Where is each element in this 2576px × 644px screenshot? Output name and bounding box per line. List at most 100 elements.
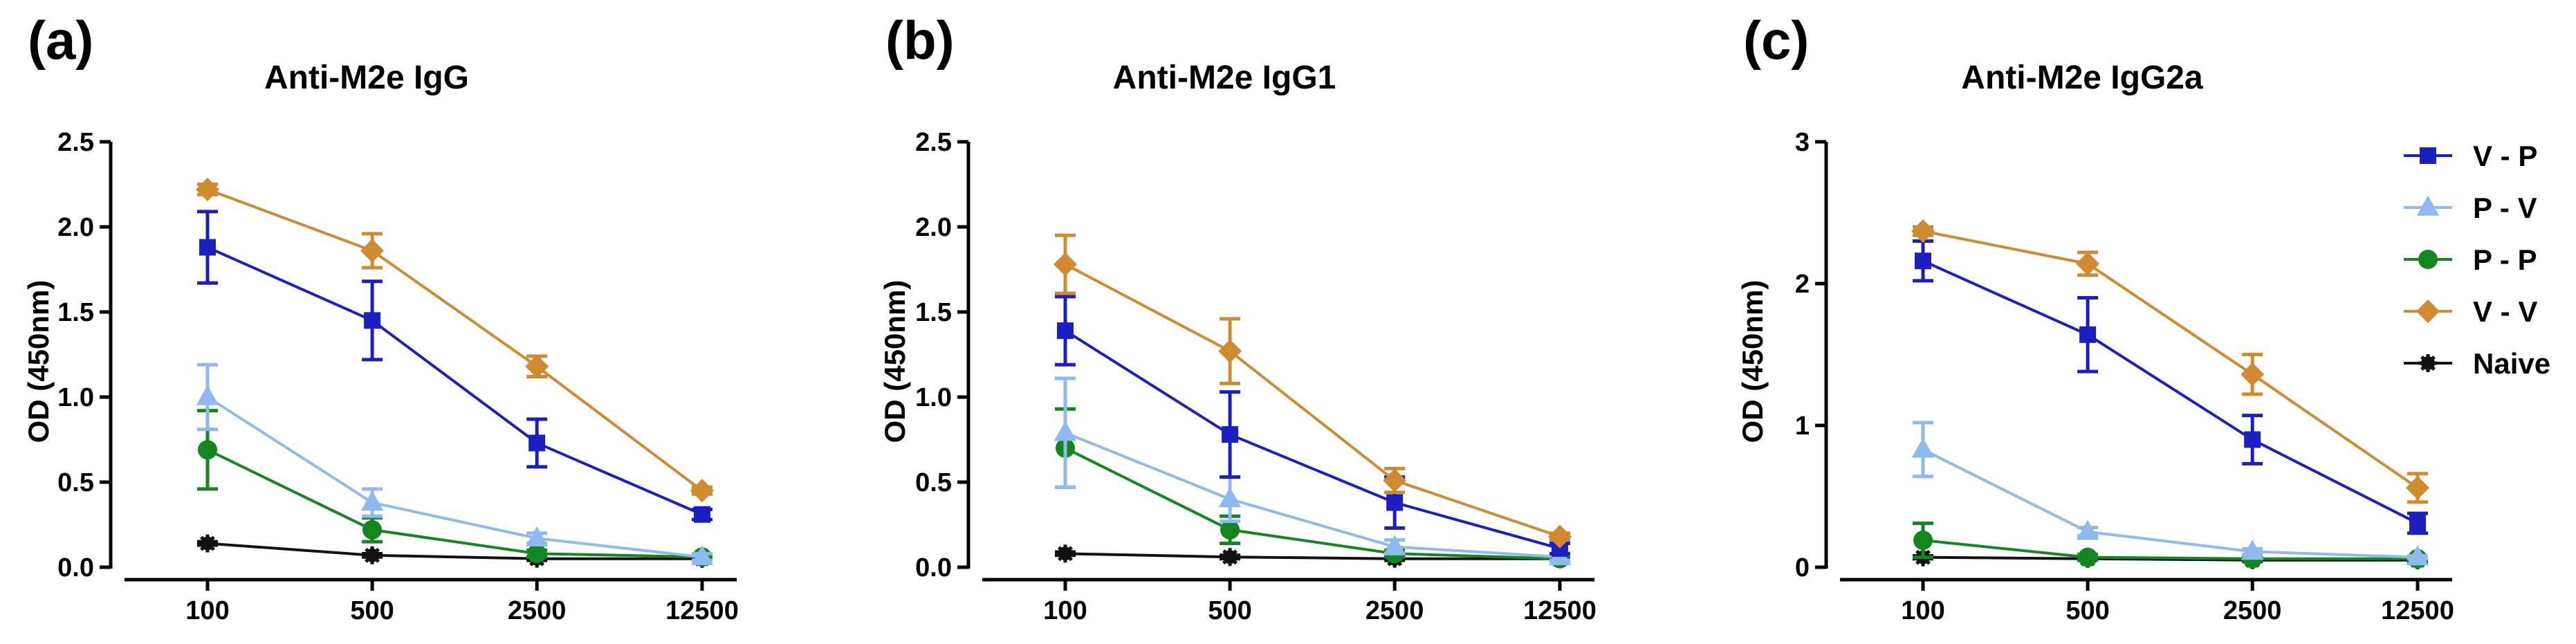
data-point — [1383, 535, 1406, 555]
legend-label: P - V — [2473, 192, 2537, 224]
data-point — [1054, 252, 1077, 277]
legend-label: P - P — [2473, 243, 2537, 276]
data-point — [360, 490, 384, 511]
legend-label: Naive — [2473, 347, 2550, 380]
data-point — [2076, 519, 2099, 540]
series-v-v — [1054, 233, 1572, 549]
data-point — [360, 239, 385, 263]
data-point — [1548, 524, 1572, 549]
data-point — [1911, 437, 1935, 458]
data-point — [362, 519, 383, 540]
data-point — [690, 479, 714, 503]
data-point — [363, 546, 382, 564]
y-tick-label: 0 — [1795, 553, 1810, 582]
x-tick-label: 100 — [1043, 596, 1087, 625]
data-point — [1218, 339, 1242, 363]
data-point — [2241, 362, 2265, 387]
legend-entry: Naive — [2404, 347, 2550, 380]
data-point — [1218, 487, 1242, 508]
data-point — [525, 354, 549, 378]
data-point — [1220, 519, 1240, 540]
series-v-p — [197, 210, 712, 523]
series-line — [206, 396, 703, 559]
data-point — [2244, 431, 2261, 448]
legend-marker — [2418, 250, 2438, 269]
y-tick-label: 0.5 — [915, 468, 952, 497]
legend-entry: P - P — [2404, 243, 2537, 276]
x-tick-label: 100 — [1901, 596, 1944, 625]
data-point — [2078, 547, 2098, 567]
series-line — [1922, 555, 2418, 562]
data-point — [2076, 252, 2100, 276]
data-point — [1057, 322, 1074, 340]
x-tick-label: 2500 — [508, 596, 567, 625]
series-p-p — [1913, 521, 2428, 569]
y-tick-label: 1.0 — [915, 383, 952, 412]
series-line — [207, 542, 702, 560]
legend: V - P P - V P - P V - V Naive — [2404, 140, 2550, 380]
data-point — [364, 312, 381, 329]
legend-label: V - P — [2473, 140, 2537, 172]
y-tick-label: 1.5 — [915, 298, 952, 327]
series-p-v — [196, 362, 714, 565]
y-tick-label: 1 — [1795, 412, 1810, 441]
data-point — [1913, 531, 1933, 551]
legend-label: V - V — [2473, 295, 2537, 328]
data-point — [1386, 494, 1404, 511]
y-tick-label: 2.0 — [57, 213, 94, 242]
series-line — [1064, 329, 1561, 550]
chart-panel-2: (b) Anti-M2e IgG1 OD (450nm) 0.0 0.5 1.0 1.5 2.… — [878, 10, 1597, 625]
series-line — [207, 188, 703, 492]
series-line — [1922, 539, 2418, 560]
data-point — [2406, 476, 2429, 500]
y-tick-label: 2.5 — [915, 128, 952, 157]
data-point — [528, 434, 546, 452]
data-point — [690, 544, 714, 565]
series-line — [1065, 431, 1561, 559]
series-line — [1922, 230, 2419, 489]
y-tick-label: 2 — [1795, 270, 1810, 299]
series-v-v — [196, 177, 714, 503]
y-tick-label: 1.0 — [57, 383, 94, 412]
x-tick-label: 500 — [1208, 596, 1251, 625]
legend-entry: V - P — [2404, 140, 2537, 172]
data-point — [2079, 326, 2097, 343]
data-point — [1911, 219, 1935, 243]
series-line — [1922, 448, 2418, 559]
series-line — [207, 246, 703, 516]
x-tick-label: 2500 — [1365, 596, 1424, 625]
data-point — [2406, 545, 2429, 566]
y-tick-label: 2.0 — [915, 213, 952, 242]
x-tick-label: 12500 — [665, 596, 739, 625]
y-axis-label: OD (450nm) — [1736, 280, 1769, 443]
data-point — [198, 440, 217, 460]
data-point — [525, 526, 549, 546]
series-v-p — [1913, 239, 2428, 535]
x-tick-label: 500 — [2066, 596, 2109, 625]
chart-panel-1: (a) Anti-M2e IgG OD (450nm) 0.0 0.5 1.0 1.5 2.0… — [22, 10, 739, 625]
chart-title: Anti-M2e IgG2a — [1961, 59, 2203, 96]
chart-title: Anti-M2e IgG1 — [1113, 59, 1336, 96]
legend-marker — [2416, 300, 2440, 323]
data-point — [1221, 548, 1240, 567]
panel-label: (c) — [1743, 10, 1809, 71]
series-p-v — [1054, 376, 1572, 565]
data-point — [1915, 252, 1931, 270]
legend-entry: P - V — [2404, 192, 2537, 224]
y-tick-label: 3 — [1795, 128, 1810, 157]
series-v-p — [1055, 295, 1570, 557]
data-point — [1056, 544, 1074, 563]
series-p-v — [1911, 421, 2429, 566]
panel-label: (b) — [885, 10, 955, 71]
data-point — [2241, 540, 2264, 560]
x-tick-label: 100 — [185, 596, 229, 625]
y-tick-label: 2.5 — [57, 128, 94, 157]
series-line — [207, 448, 703, 559]
chart-panel-3: (c) Anti-M2e IgG2a OD (450nm) 0 1 2 3 100 500 250… — [1736, 10, 2454, 625]
y-tick-label: 1.5 — [57, 298, 94, 327]
x-tick-label: 2500 — [2223, 596, 2282, 625]
data-point — [1383, 468, 1407, 493]
y-tick-label: 0.5 — [57, 468, 94, 497]
x-tick-label: 12500 — [1523, 596, 1597, 625]
